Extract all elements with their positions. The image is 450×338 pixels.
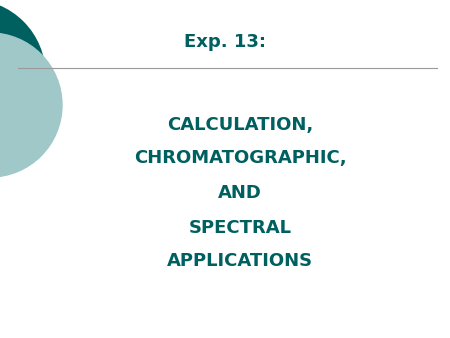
Text: SPECTRAL: SPECTRAL [189, 219, 292, 237]
Text: CALCULATION,: CALCULATION, [167, 116, 313, 134]
Text: APPLICATIONS: APPLICATIONS [167, 252, 313, 270]
Circle shape [0, 0, 45, 150]
Text: AND: AND [218, 184, 262, 202]
Text: Exp. 13:: Exp. 13: [184, 33, 266, 51]
Text: CHROMATOGRAPHIC,: CHROMATOGRAPHIC, [134, 149, 346, 167]
Circle shape [0, 33, 62, 177]
